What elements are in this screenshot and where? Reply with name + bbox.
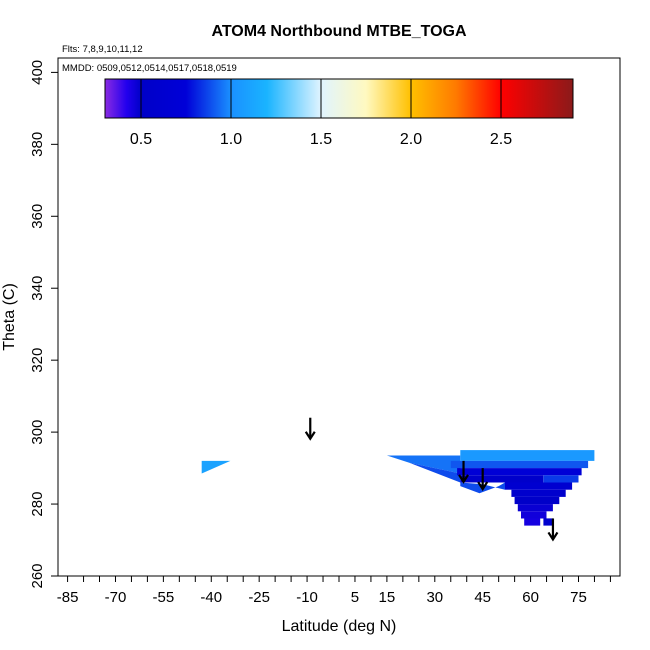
y-axis-label: Theta (C) xyxy=(1,283,18,351)
down-arrow-marker xyxy=(458,460,469,484)
y-axis: 260 280 300 320 340 360 380 400 xyxy=(29,60,58,589)
data-cell xyxy=(505,482,573,490)
y-tick-label: 380 xyxy=(29,132,46,157)
data-polygon-isolated-patch xyxy=(201,460,231,474)
data-cell xyxy=(521,511,547,519)
colorbar-tick-label: 1.5 xyxy=(310,131,332,148)
y-tick-label: 260 xyxy=(29,563,46,588)
data-polygon-tongue-upper xyxy=(386,455,461,474)
data-cell xyxy=(460,450,595,461)
data-cell xyxy=(511,489,566,497)
data-cell xyxy=(517,504,553,512)
x-tick-label: -10 xyxy=(296,589,318,606)
colorbar: 0.5 1.0 1.5 2.0 2.5 xyxy=(104,78,574,148)
y-tick-label: 340 xyxy=(29,276,46,301)
colorbar-swatch xyxy=(104,78,574,119)
data-cell xyxy=(543,475,579,483)
plot-area xyxy=(201,450,595,526)
data-cell xyxy=(524,518,541,526)
x-tick-label: -25 xyxy=(248,589,270,606)
x-tick-label: 45 xyxy=(474,589,491,606)
colorbar-tick-label: 2.5 xyxy=(490,131,512,148)
x-tick-label: -40 xyxy=(200,589,222,606)
x-tick-label: -70 xyxy=(105,589,127,606)
x-axis: -85 -70 -55 -40 -25 -10 5 15 30 45 60 75 xyxy=(57,576,611,606)
colorbar-tick-label: 1.0 xyxy=(220,131,242,148)
x-tick-label: 75 xyxy=(570,589,587,606)
x-tick-label: 60 xyxy=(522,589,539,606)
arrow-markers xyxy=(304,417,559,542)
chart-title: ATOM4 Northbound MTBE_TOGA xyxy=(211,23,467,40)
x-tick-label: 15 xyxy=(379,589,396,606)
x-tick-label: -85 xyxy=(57,589,79,606)
data-cell xyxy=(460,475,544,483)
y-tick-label: 320 xyxy=(29,348,46,373)
x-tick-label: 30 xyxy=(426,589,443,606)
y-tick-label: 300 xyxy=(29,420,46,445)
y-tick-label: 400 xyxy=(29,60,46,85)
y-tick-label: 360 xyxy=(29,204,46,229)
down-arrow-marker xyxy=(477,468,489,492)
down-arrow-marker xyxy=(304,417,316,441)
flights-note: Flts: 7,8,9,10,11,12 xyxy=(62,44,143,55)
data-cell xyxy=(450,460,589,469)
x-tick-label: 5 xyxy=(351,589,359,606)
data-cell xyxy=(543,518,553,526)
down-arrow-marker xyxy=(547,518,559,542)
x-axis-label: Latitude (deg N) xyxy=(282,618,397,635)
dates-note: MMDD: 0509,0512,0514,0517,0518,0519 xyxy=(62,63,237,74)
data-cell xyxy=(514,496,560,505)
data-cell xyxy=(457,468,582,476)
x-tick-label: -55 xyxy=(153,589,175,606)
colorbar-tick-label: 0.5 xyxy=(130,131,152,148)
y-tick-label: 280 xyxy=(29,492,46,517)
colorbar-tick-label: 2.0 xyxy=(400,131,422,148)
